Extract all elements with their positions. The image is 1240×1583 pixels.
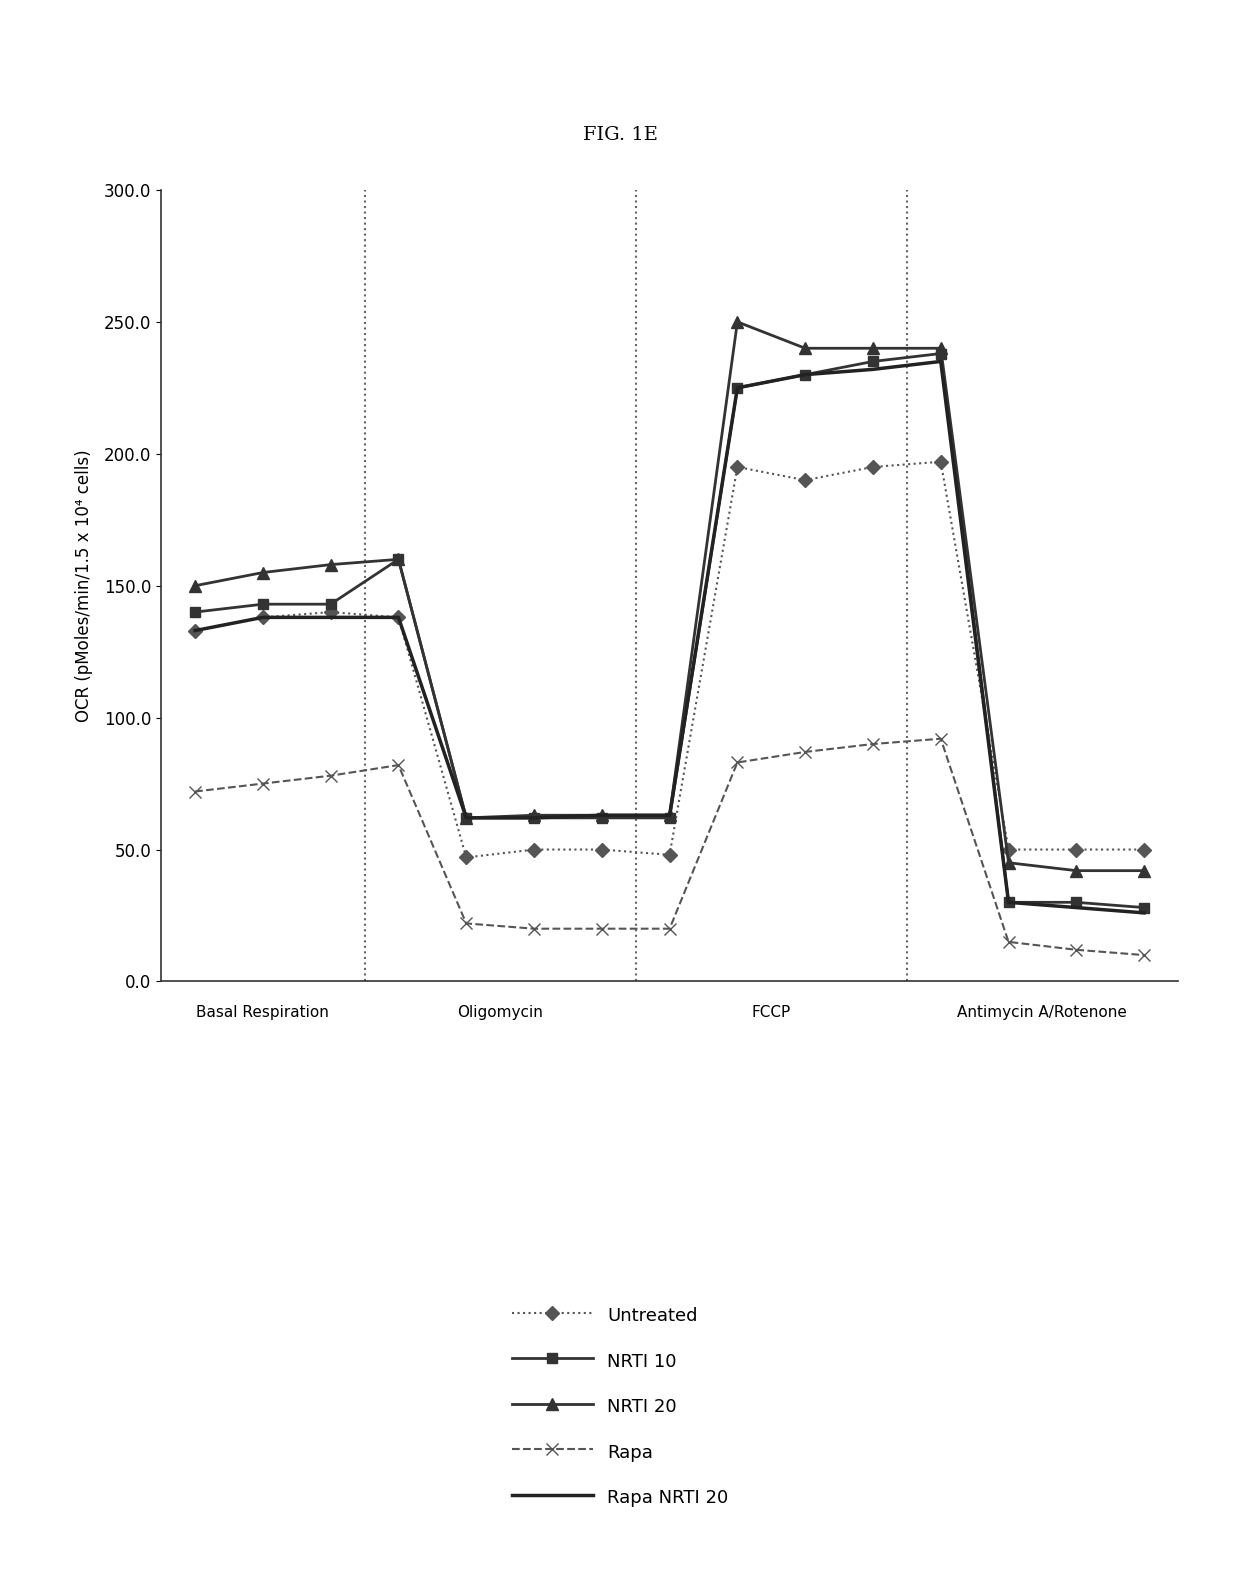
Text: Oligomycin: Oligomycin bbox=[458, 1005, 543, 1019]
Text: Antimycin A/Rotenone: Antimycin A/Rotenone bbox=[957, 1005, 1127, 1019]
Text: FCCP: FCCP bbox=[751, 1005, 791, 1019]
Text: Basal Respiration: Basal Respiration bbox=[196, 1005, 330, 1019]
Legend: Untreated, NRTI 10, NRTI 20, Rapa, Rapa NRTI 20: Untreated, NRTI 10, NRTI 20, Rapa, Rapa … bbox=[494, 1287, 746, 1526]
Y-axis label: OCR (pMoles/min/1.5 x 10⁴ cells): OCR (pMoles/min/1.5 x 10⁴ cells) bbox=[74, 450, 93, 722]
Text: FIG. 1E: FIG. 1E bbox=[583, 125, 657, 144]
